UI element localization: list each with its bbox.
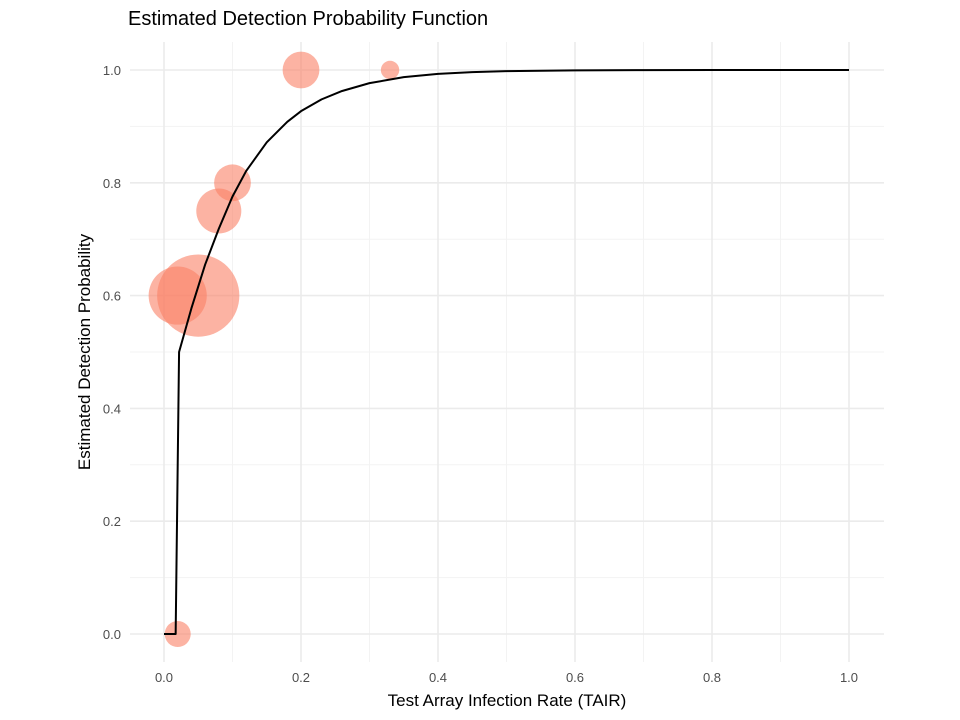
y-tick-label: 0.8 xyxy=(103,176,121,191)
y-tick-label: 0.4 xyxy=(103,401,121,416)
y-tick-label: 0.2 xyxy=(103,514,121,529)
minor-gridlines xyxy=(130,42,884,662)
data-points xyxy=(148,51,400,647)
y-tick-label: 0.6 xyxy=(103,289,121,304)
x-tick-label: 0.8 xyxy=(703,670,721,685)
x-axis-ticks: 0.0 0.2 0.4 0.6 0.8 1.0 xyxy=(155,670,858,685)
y-axis-ticks: 0.0 0.2 0.4 0.6 0.8 1.0 xyxy=(103,63,121,642)
x-axis-title: Test Array Infection Rate (TAIR) xyxy=(388,691,627,710)
data-point xyxy=(282,51,320,89)
x-tick-label: 0.4 xyxy=(429,670,447,685)
data-point xyxy=(164,621,191,647)
x-tick-label: 0.0 xyxy=(155,670,173,685)
data-point xyxy=(214,164,251,202)
x-tick-label: 0.2 xyxy=(292,670,310,685)
x-tick-label: 0.6 xyxy=(566,670,584,685)
x-tick-label: 1.0 xyxy=(840,670,858,685)
detection-probability-curve xyxy=(164,69,849,635)
y-tick-label: 0.0 xyxy=(103,627,121,642)
y-axis-title: Estimated Detection Probability xyxy=(75,233,94,470)
data-point xyxy=(380,60,400,80)
chart-title: Estimated Detection Probability Function xyxy=(128,8,488,30)
data-point xyxy=(157,254,240,337)
y-tick-label: 1.0 xyxy=(103,63,121,78)
